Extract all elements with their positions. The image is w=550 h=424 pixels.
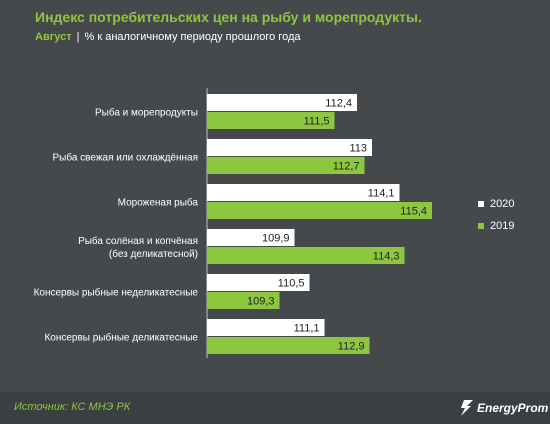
footer-bar [0, 392, 550, 424]
subtitle-month: Август [35, 31, 72, 43]
data-label-2020: 114,1 [368, 188, 395, 200]
category-label: Мороженая рыба [118, 197, 199, 209]
legend-swatch-2020 [478, 201, 484, 207]
category-label: Консервы рыбные деликатесные [44, 332, 198, 344]
category-label: Рыба свежая или охлаждённая [52, 152, 198, 164]
brand-name: EnergyProm [477, 401, 549, 415]
data-label-2019: 115,4 [400, 206, 427, 218]
source-note: Источник: КС МНЭ РК [14, 401, 131, 413]
subtitle-separator: | [76, 31, 80, 43]
bar-2019 [207, 112, 335, 129]
bar-2020 [207, 274, 310, 291]
bar-chart: Рыба и морепродукты 112,4 111,5 Рыба свежая… [34, 88, 514, 358]
category-label: Рыба и морепродукты [95, 107, 198, 119]
chart-title: Индекс потребительских цен на рыбу и мор… [35, 9, 422, 25]
legend-label-2020: 2020 [490, 198, 514, 210]
bar-2019 [207, 337, 370, 354]
chart-subtitle: Август | % к аналогичному периоду прошлого… [35, 31, 301, 43]
brand-logo: EnergyProm [460, 398, 548, 418]
bar-2019 [207, 247, 405, 264]
data-label-2019: 112,7 [333, 161, 360, 173]
bar-2020 [207, 94, 357, 111]
subtitle-unit: % к аналогичному периоду прошлого года [84, 31, 301, 43]
data-label-2020: 109,9 [262, 233, 290, 245]
category-label: (без деликатесной) [109, 248, 198, 260]
bar-2019 [207, 292, 280, 309]
legend-label-2019: 2019 [490, 220, 514, 232]
data-label-2020: 111,1 [294, 323, 320, 335]
data-label-2019: 112,9 [338, 341, 365, 353]
category-label: Консервы рыбные неделикатесные [34, 287, 199, 299]
bar-2020 [207, 319, 325, 336]
data-label-2019: 109,3 [247, 296, 275, 308]
bar-2019 [207, 202, 432, 219]
bar-2020 [207, 229, 295, 246]
bar-2020 [207, 184, 400, 201]
bar-2020 [207, 139, 372, 156]
legend-swatch-2019 [478, 223, 484, 229]
bar-2019 [207, 157, 365, 174]
category-label: Рыба солёная и копчёная [78, 235, 198, 247]
data-label-2020: 110,5 [278, 278, 305, 290]
data-label-2019: 114,3 [373, 251, 400, 263]
data-label-2019: 111,5 [304, 116, 330, 128]
data-label-2020: 113 [349, 143, 367, 155]
data-label-2020: 112,4 [325, 98, 352, 110]
lightning-icon [461, 400, 473, 416]
